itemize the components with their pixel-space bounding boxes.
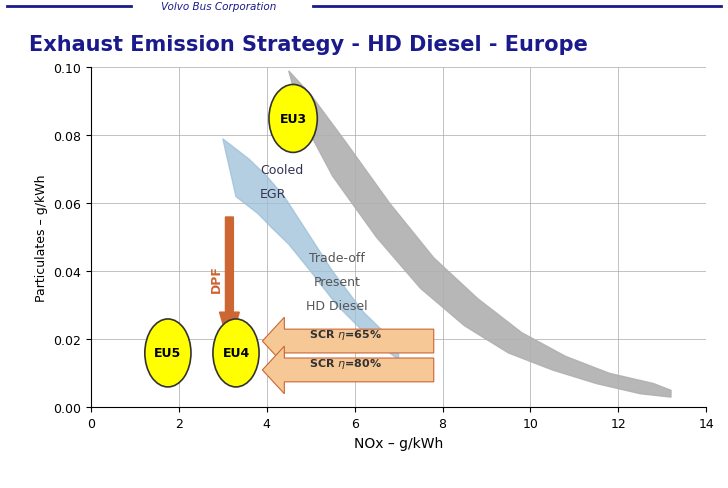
Text: Exhaust Emission Strategy - HD Diesel - Europe: Exhaust Emission Strategy - HD Diesel - … [29,35,588,55]
X-axis label: NOx – g/kWh: NOx – g/kWh [354,436,443,449]
Text: EGR: EGR [260,187,287,200]
Text: Volvo Bus Corporation: Volvo Bus Corporation [22,459,119,468]
Text: Volvo Bus Corporation: Volvo Bus Corporation [161,2,276,12]
Text: Cooled: Cooled [260,163,304,177]
Text: VOLVO: VOLVO [633,461,703,479]
FancyArrow shape [262,346,434,394]
Text: HD Diesel: HD Diesel [306,299,368,312]
Text: Trade-off: Trade-off [309,252,365,264]
Ellipse shape [145,319,191,387]
FancyArrow shape [220,218,240,346]
Ellipse shape [269,85,317,153]
Polygon shape [289,72,671,397]
Text: EU4: EU4 [222,347,250,360]
Text: EU3: EU3 [280,113,306,126]
Text: SCR $\eta$=80%: SCR $\eta$=80% [309,356,382,370]
Text: Present: Present [314,276,360,288]
Text: Reference, Date, File name: Reference, Date, File name [22,472,125,481]
Text: DPF: DPF [210,264,223,292]
FancyArrow shape [262,318,434,365]
Ellipse shape [213,319,259,387]
Text: EU5: EU5 [154,347,181,360]
Polygon shape [223,140,399,360]
Text: SCR $\eta$=65%: SCR $\eta$=65% [309,327,382,342]
Y-axis label: Particulates – g/kWh: Particulates – g/kWh [35,174,48,302]
